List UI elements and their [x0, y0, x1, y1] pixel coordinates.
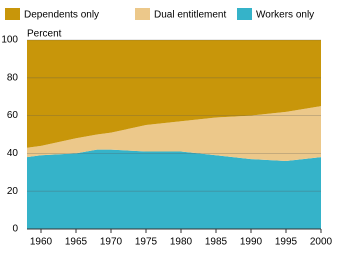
legend-swatch — [5, 8, 20, 20]
y-axis-label: Percent — [27, 29, 62, 40]
x-tick-label: 1990 — [240, 237, 263, 248]
area — [27, 40, 321, 148]
y-tick-label: 40 — [7, 148, 19, 159]
area — [27, 106, 321, 161]
y-tick-label: 80 — [7, 72, 19, 83]
area — [27, 149, 321, 229]
x-tick-label: 1960 — [30, 237, 53, 248]
x-tick-label: 2000 — [310, 237, 333, 248]
x-tick-label: 1970 — [100, 237, 123, 248]
x-tick-label: 1995 — [275, 237, 298, 248]
legend-label: Dependents only — [24, 10, 99, 21]
x-tick-label: 1975 — [135, 237, 158, 248]
legend-swatch — [237, 8, 252, 20]
y-tick-label: 20 — [7, 186, 19, 197]
legend-swatch — [135, 8, 150, 20]
y-tick-label: 0 — [12, 224, 18, 235]
y-tick-label: 100 — [1, 35, 18, 46]
x-tick-label: 1980 — [170, 237, 193, 248]
legend-label: Dual entitlement — [154, 10, 226, 21]
y-tick-label: 60 — [7, 110, 19, 121]
x-tick-label: 1985 — [205, 237, 228, 248]
x-tick-label: 1965 — [65, 237, 88, 248]
legend-label: Workers only — [256, 10, 314, 21]
